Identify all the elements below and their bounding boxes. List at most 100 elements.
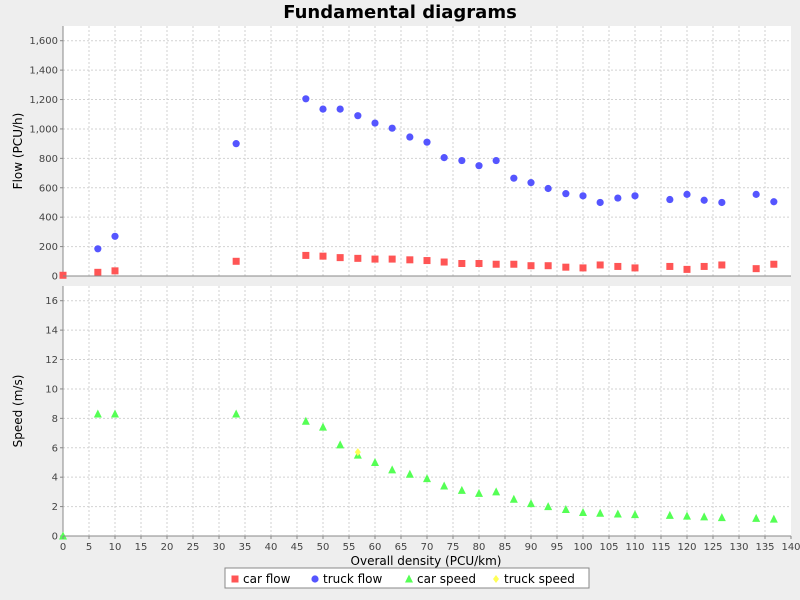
- y-tick-label: 12: [45, 355, 58, 366]
- data-point: [562, 190, 570, 198]
- x-tick-label: 115: [651, 542, 670, 553]
- data-point: [718, 198, 726, 207]
- data-point: [475, 162, 483, 170]
- x-tick-label: 20: [161, 542, 174, 553]
- x-tick-label: 75: [447, 542, 460, 553]
- data-point: [665, 510, 674, 519]
- data-point: [388, 124, 396, 132]
- y-tick-label: 6: [52, 443, 58, 454]
- data-point: [94, 245, 102, 253]
- data-point: [717, 513, 726, 522]
- data-point: [440, 154, 448, 162]
- data-point: [423, 138, 431, 146]
- x-tick-label: 50: [317, 542, 330, 553]
- data-point: [354, 112, 362, 120]
- y-tick-label: 400: [39, 213, 58, 224]
- data-point: [492, 260, 500, 268]
- y-tick-label: 800: [39, 154, 58, 165]
- speed-axis-label: Speed (m/s): [11, 375, 25, 448]
- data-point: [579, 507, 587, 516]
- data-point: [614, 262, 622, 270]
- data-point: [527, 262, 535, 270]
- x-tick-label: 80: [473, 542, 486, 553]
- data-point: [475, 260, 483, 267]
- data-point: [683, 190, 691, 198]
- x-tick-label: 70: [421, 542, 434, 553]
- data-point: [371, 119, 379, 127]
- data-point: [752, 513, 761, 522]
- data-point: [614, 194, 622, 202]
- data-point: [111, 267, 119, 275]
- x-tick-label: 85: [499, 542, 512, 553]
- y-tick-label: 200: [39, 242, 58, 253]
- legend-item-car-speed: car speed: [405, 572, 476, 586]
- series-car-flow: [59, 251, 778, 279]
- series-car-speed: [59, 409, 778, 540]
- legend-marker: [405, 574, 413, 583]
- legend-label: truck flow: [323, 572, 383, 586]
- data-point: [457, 485, 466, 494]
- data-point: [613, 509, 622, 518]
- data-point: [59, 271, 67, 279]
- legend-label: truck speed: [504, 572, 575, 586]
- series-truck-flow: [94, 95, 778, 253]
- data-point: [319, 105, 327, 113]
- x-tick-label: 10: [109, 542, 122, 553]
- data-point: [510, 260, 518, 268]
- x-tick-label: 15: [135, 542, 148, 553]
- x-tick-label: 65: [395, 542, 408, 553]
- data-point: [94, 268, 102, 276]
- y-tick-label: 0: [52, 272, 58, 283]
- data-point: [302, 251, 310, 259]
- data-point: [388, 465, 397, 474]
- speed-plot: 0 2 4 6 8 10 12 14 16 Speed (m/s): [11, 286, 791, 543]
- series-truck-speed: [354, 448, 361, 457]
- data-point: [527, 499, 535, 508]
- data-point: [405, 469, 414, 478]
- data-point: [111, 409, 119, 418]
- data-point: [301, 416, 310, 425]
- y-tick-label: 1,000: [29, 124, 58, 135]
- data-point: [544, 184, 552, 193]
- data-point: [666, 195, 674, 204]
- y-tick-label: 1,400: [29, 66, 58, 77]
- data-point: [596, 198, 604, 207]
- data-point: [302, 95, 310, 103]
- data-point: [770, 260, 778, 268]
- data-point: [371, 255, 379, 263]
- x-axis: 0 5 10 15 20 25 30 35 40 45 50 55 60 65 70 75 80 85 90 95 10…: [60, 275, 800, 553]
- y-tick-label: 600: [39, 183, 58, 194]
- data-point: [492, 487, 501, 496]
- legend-box: [224, 567, 590, 589]
- x-tick-label: 125: [703, 542, 722, 553]
- data-point: [406, 133, 414, 141]
- data-point: [232, 257, 240, 265]
- data-point: [319, 422, 327, 431]
- x-tick-label: 90: [525, 542, 538, 553]
- x-tick-label: 95: [551, 542, 564, 553]
- x-tick-label: 55: [343, 542, 356, 553]
- x-tick-label: 105: [599, 542, 618, 553]
- data-point: [631, 510, 639, 519]
- data-point: [596, 261, 604, 269]
- data-point: [561, 505, 570, 514]
- data-point: [579, 264, 587, 272]
- data-point: [319, 252, 327, 260]
- data-point: [388, 255, 396, 263]
- data-point: [423, 474, 431, 483]
- data-point: [579, 192, 587, 200]
- legend: car flow truck flow car speed truck speed: [224, 567, 590, 589]
- data-point: [475, 488, 483, 497]
- data-point: [458, 156, 466, 165]
- flow-plot: 0 200 400 600 800 1,000 1,200 1,400 1,600 Flow (P…: [11, 26, 791, 283]
- x-tick-label: 0: [60, 542, 66, 553]
- data-point: [423, 257, 431, 265]
- x-tick-label: 135: [755, 542, 774, 553]
- data-point: [232, 409, 241, 418]
- data-point: [440, 258, 448, 266]
- data-point: [718, 261, 726, 269]
- data-point: [406, 256, 414, 264]
- x-tick-label: 100: [573, 542, 592, 553]
- legend-item-truck-speed: truck speed: [493, 572, 575, 586]
